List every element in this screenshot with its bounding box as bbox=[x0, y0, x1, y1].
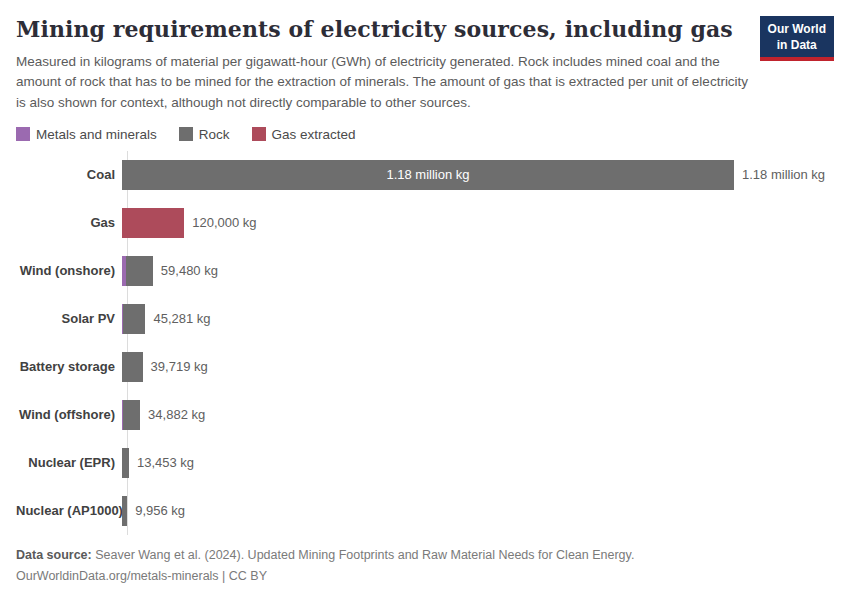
bar-segment-rock[interactable] bbox=[123, 400, 140, 430]
legend-label: Metals and minerals bbox=[36, 127, 157, 142]
footer-url[interactable]: OurWorldinData.org/metals-minerals bbox=[16, 569, 219, 583]
page-title: Mining requirements of electricity sourc… bbox=[16, 16, 834, 42]
license-line: OurWorldinData.org/metals-minerals | CC … bbox=[16, 566, 634, 587]
legend-item-rock: Rock bbox=[179, 127, 230, 142]
bar-value-label: 45,281 kg bbox=[153, 311, 210, 326]
bar-gas[interactable] bbox=[122, 208, 184, 238]
footer-license: CC BY bbox=[229, 569, 267, 583]
footer-divider: | bbox=[219, 569, 229, 583]
header: Mining requirements of electricity sourc… bbox=[16, 16, 834, 42]
legend-item-metals-and-minerals: Metals and minerals bbox=[16, 127, 157, 142]
bar-area: 13,453 kg bbox=[122, 448, 194, 478]
bar-value-label: 120,000 kg bbox=[192, 215, 256, 230]
legend-swatch-icon bbox=[252, 127, 266, 141]
chart-row-wind-onshore-: Wind (onshore) 59,480 kg bbox=[16, 247, 834, 295]
bar-value-label: 9,956 kg bbox=[135, 503, 185, 518]
category-label-coal: Coal bbox=[16, 167, 121, 182]
chart-row-coal: Coal1.18 million kg1.18 million kg bbox=[16, 151, 834, 199]
bar-chart: Coal1.18 million kg1.18 million kgGas120… bbox=[16, 151, 834, 535]
bar-inside-value-label: 1.18 million kg bbox=[122, 160, 734, 190]
bar-coal[interactable]: 1.18 million kg bbox=[122, 160, 734, 190]
category-label-nuclear-epr-: Nuclear (EPR) bbox=[16, 455, 121, 470]
chart-row-nuclear-epr-: Nuclear (EPR) 13,453 kg bbox=[16, 439, 834, 487]
category-label-gas: Gas bbox=[16, 215, 121, 230]
legend-label: Gas extracted bbox=[272, 127, 356, 142]
category-label-nuclear-ap1000-: Nuclear (AP1000) bbox=[16, 503, 121, 518]
bar-area: 45,281 kg bbox=[122, 304, 211, 334]
owid-logo-line1: Our World bbox=[768, 22, 826, 38]
bar-area: 1.18 million kg 1.18 million kg bbox=[122, 160, 825, 190]
data-source-line: Data source: Seaver Wang et al. (2024). … bbox=[16, 545, 634, 566]
bar-segment-gas-extracted[interactable] bbox=[122, 208, 184, 238]
bar-area: 120,000 kg bbox=[122, 208, 257, 238]
chart-subtitle: Measured in kilograms of material per gi… bbox=[16, 52, 751, 113]
bar-wind-onshore-[interactable] bbox=[122, 256, 153, 286]
category-label-solar-pv: Solar PV bbox=[16, 311, 121, 326]
bar-segment-rock[interactable] bbox=[123, 304, 145, 334]
bar-value-label: 1.18 million kg bbox=[742, 167, 825, 182]
legend-item-gas-extracted: Gas extracted bbox=[252, 127, 356, 142]
chart-page: Mining requirements of electricity sourc… bbox=[0, 0, 850, 600]
bar-segment-rock[interactable] bbox=[126, 256, 153, 286]
bar-nuclear-epr-[interactable] bbox=[122, 448, 129, 478]
footer: Data source: Seaver Wang et al. (2024). … bbox=[16, 545, 634, 588]
bar-segment-rock[interactable] bbox=[122, 352, 143, 382]
data-source-text: Seaver Wang et al. (2024). Updated Minin… bbox=[92, 548, 635, 562]
bar-value-label: 34,882 kg bbox=[148, 407, 205, 422]
bar-area: 39,719 kg bbox=[122, 352, 208, 382]
chart-row-wind-offshore-: Wind (offshore) 34,882 kg bbox=[16, 391, 834, 439]
chart-row-gas: Gas 120,000 kg bbox=[16, 199, 834, 247]
bar-solar-pv[interactable] bbox=[122, 304, 145, 334]
legend: Metals and minerals Rock Gas extracted bbox=[16, 127, 834, 142]
bar-segment-rock[interactable] bbox=[122, 496, 127, 526]
chart-row-battery-storage: Battery storage 39,719 kg bbox=[16, 343, 834, 391]
bar-value-label: 13,453 kg bbox=[137, 455, 194, 470]
bar-value-label: 59,480 kg bbox=[161, 263, 218, 278]
data-source-label: Data source: bbox=[16, 548, 92, 562]
owid-logo[interactable]: Our World in Data bbox=[760, 16, 834, 61]
category-label-wind-offshore-: Wind (offshore) bbox=[16, 407, 121, 422]
category-label-battery-storage: Battery storage bbox=[16, 359, 121, 374]
bar-area: 59,480 kg bbox=[122, 256, 218, 286]
bar-area: 9,956 kg bbox=[122, 496, 185, 526]
category-label-wind-onshore-: Wind (onshore) bbox=[16, 263, 121, 278]
bar-segment-rock[interactable] bbox=[122, 448, 129, 478]
bar-wind-offshore-[interactable] bbox=[122, 400, 140, 430]
chart-row-solar-pv: Solar PV 45,281 kg bbox=[16, 295, 834, 343]
legend-label: Rock bbox=[199, 127, 230, 142]
bar-nuclear-ap1000-[interactable] bbox=[122, 496, 127, 526]
owid-logo-line2: in Data bbox=[768, 38, 826, 54]
legend-swatch-icon bbox=[16, 127, 30, 141]
legend-swatch-icon bbox=[179, 127, 193, 141]
bar-value-label: 39,719 kg bbox=[151, 359, 208, 374]
bar-area: 34,882 kg bbox=[122, 400, 205, 430]
bar-battery-storage[interactable] bbox=[122, 352, 143, 382]
chart-row-nuclear-ap1000-: Nuclear (AP1000) 9,956 kg bbox=[16, 487, 834, 535]
